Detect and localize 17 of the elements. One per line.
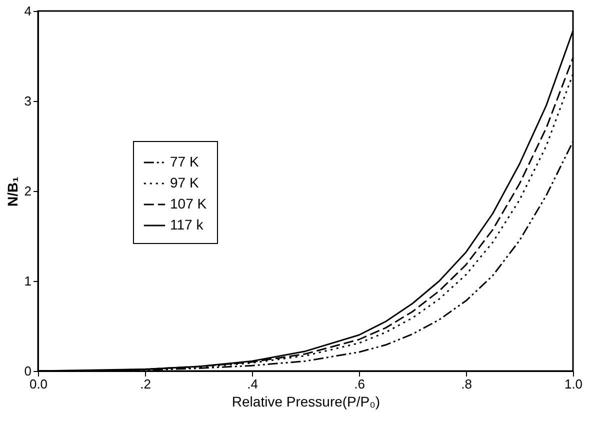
x-tick-label: 0.0 bbox=[29, 376, 48, 392]
y-tick-label: 0 bbox=[24, 364, 32, 378]
y-axis-title: N/B₁ bbox=[4, 176, 20, 206]
legend-label: 117 k bbox=[170, 216, 204, 232]
x-axis-title: Relative Pressure(P/P₀) bbox=[232, 394, 380, 410]
y-tick-label: 1 bbox=[24, 274, 32, 288]
legend-label: 97 K bbox=[170, 174, 200, 190]
x-tick-label: .4 bbox=[247, 376, 258, 392]
y-tick-label: 4 bbox=[24, 4, 32, 18]
legend-label: 77 K bbox=[170, 154, 200, 170]
x-tick-label: 1.0 bbox=[564, 376, 583, 392]
y-tick-label: 3 bbox=[24, 94, 32, 108]
x-tick-label: .6 bbox=[354, 376, 365, 392]
x-tick-label: .2 bbox=[140, 376, 151, 392]
x-tick-label: .8 bbox=[461, 376, 472, 392]
y-tick-label: 2 bbox=[24, 184, 32, 198]
legend-label: 107 K bbox=[170, 196, 208, 212]
